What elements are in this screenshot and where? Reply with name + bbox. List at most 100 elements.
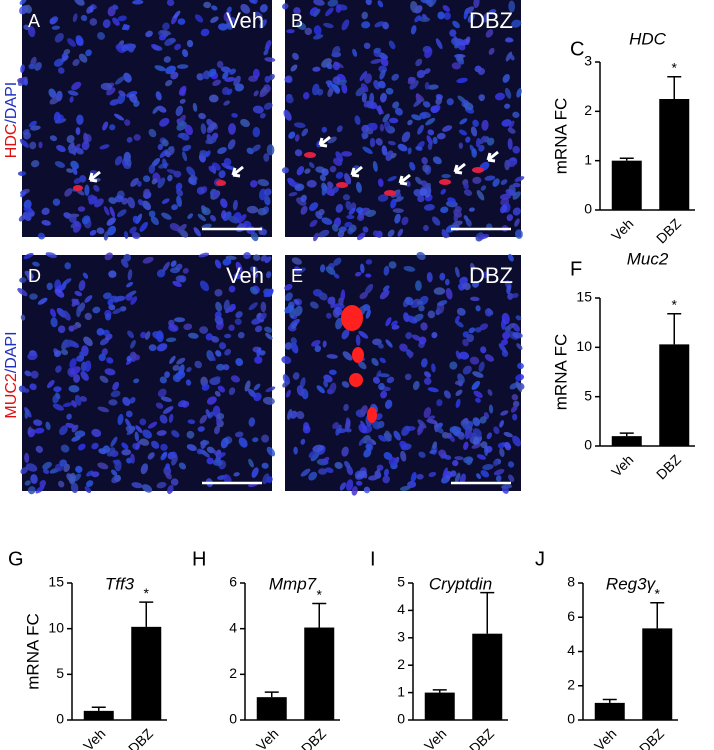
nucleus xyxy=(54,350,62,358)
panel-letter: I xyxy=(370,548,376,570)
nucleus xyxy=(456,307,466,316)
nucleus xyxy=(294,134,300,142)
muc2-cell xyxy=(349,373,363,387)
nucleus xyxy=(148,164,156,174)
nucleus xyxy=(334,307,343,316)
nucleus xyxy=(186,166,196,177)
nucleus xyxy=(293,7,301,15)
nucleus xyxy=(103,231,109,241)
nucleus xyxy=(132,215,140,224)
nucleus xyxy=(71,424,79,433)
nucleus xyxy=(458,129,467,136)
nucleus xyxy=(472,176,482,184)
nucleus xyxy=(130,453,135,464)
nucleus xyxy=(375,105,384,115)
nucleus xyxy=(486,432,493,440)
nucleus xyxy=(356,207,364,214)
nucleus xyxy=(79,351,85,360)
nucleus xyxy=(49,96,60,105)
nucleus xyxy=(363,42,371,49)
nucleus xyxy=(512,182,521,188)
nucleus xyxy=(471,280,480,288)
nucleus xyxy=(415,280,422,292)
nucleus xyxy=(364,283,374,295)
nucleus xyxy=(382,475,390,484)
nucleus xyxy=(360,83,369,93)
nucleus xyxy=(377,178,384,187)
nucleus xyxy=(66,413,72,420)
nucleus xyxy=(476,473,482,479)
nucleus xyxy=(172,280,182,288)
nucleus xyxy=(404,373,412,381)
nucleus xyxy=(385,87,394,95)
nucleus xyxy=(39,480,47,488)
nucleus xyxy=(20,314,26,321)
hdc-cell xyxy=(384,190,396,196)
nucleus xyxy=(190,174,198,181)
y-axis-label: mRNA FC xyxy=(23,613,42,690)
nucleus xyxy=(500,484,513,489)
nucleus xyxy=(375,137,383,146)
nucleus xyxy=(308,451,316,459)
significance: * xyxy=(317,586,323,602)
nucleus xyxy=(29,141,37,150)
nucleus xyxy=(49,135,58,142)
nucleus xyxy=(73,374,81,383)
nucleus xyxy=(290,337,297,345)
nucleus xyxy=(473,0,480,9)
nucleus xyxy=(508,120,515,129)
x-tick-label: DBZ xyxy=(298,725,329,750)
nucleus xyxy=(288,131,296,139)
nucleus xyxy=(176,195,182,208)
nucleus xyxy=(251,467,259,478)
nucleus xyxy=(75,147,84,155)
nucleus xyxy=(83,132,89,145)
nucleus xyxy=(472,428,482,438)
nucleus xyxy=(325,266,336,275)
nucleus xyxy=(500,339,509,346)
nucleus xyxy=(426,135,433,146)
nucleus xyxy=(114,155,123,166)
nucleus xyxy=(341,446,349,457)
nucleus xyxy=(502,74,510,83)
nucleus xyxy=(71,298,80,306)
nucleus xyxy=(303,421,310,431)
nucleus xyxy=(391,73,400,81)
nucleus xyxy=(172,374,182,383)
nucleus xyxy=(283,109,292,121)
nucleus xyxy=(214,288,223,297)
nucleus xyxy=(424,47,433,59)
bar xyxy=(304,627,335,720)
bar xyxy=(131,626,162,720)
panel-letter: J xyxy=(535,548,545,570)
nucleus xyxy=(388,261,397,269)
nucleus xyxy=(512,332,523,339)
nucleus xyxy=(392,101,400,109)
nucleus xyxy=(290,342,299,354)
nucleus xyxy=(504,441,512,451)
nucleus xyxy=(37,232,46,240)
nucleus xyxy=(196,448,203,455)
nucleus xyxy=(222,364,230,371)
y-tick-label: 2 xyxy=(584,102,592,118)
nucleus xyxy=(177,18,186,25)
nucleus xyxy=(59,459,68,467)
nucleus xyxy=(235,261,243,273)
nucleus xyxy=(365,443,373,451)
nucleus xyxy=(471,380,481,390)
nucleus xyxy=(447,197,456,204)
nucleus xyxy=(170,260,177,267)
nucleus xyxy=(381,145,388,156)
nucleus xyxy=(53,58,64,67)
nucleus xyxy=(164,371,170,379)
nucleus xyxy=(363,100,371,108)
nucleus xyxy=(82,272,89,279)
nucleus xyxy=(164,37,175,46)
nucleus xyxy=(264,57,276,62)
nucleus xyxy=(420,322,428,331)
nucleus xyxy=(72,342,79,349)
nucleus xyxy=(244,380,251,392)
nucleus xyxy=(148,344,157,352)
nucleus xyxy=(25,463,38,472)
